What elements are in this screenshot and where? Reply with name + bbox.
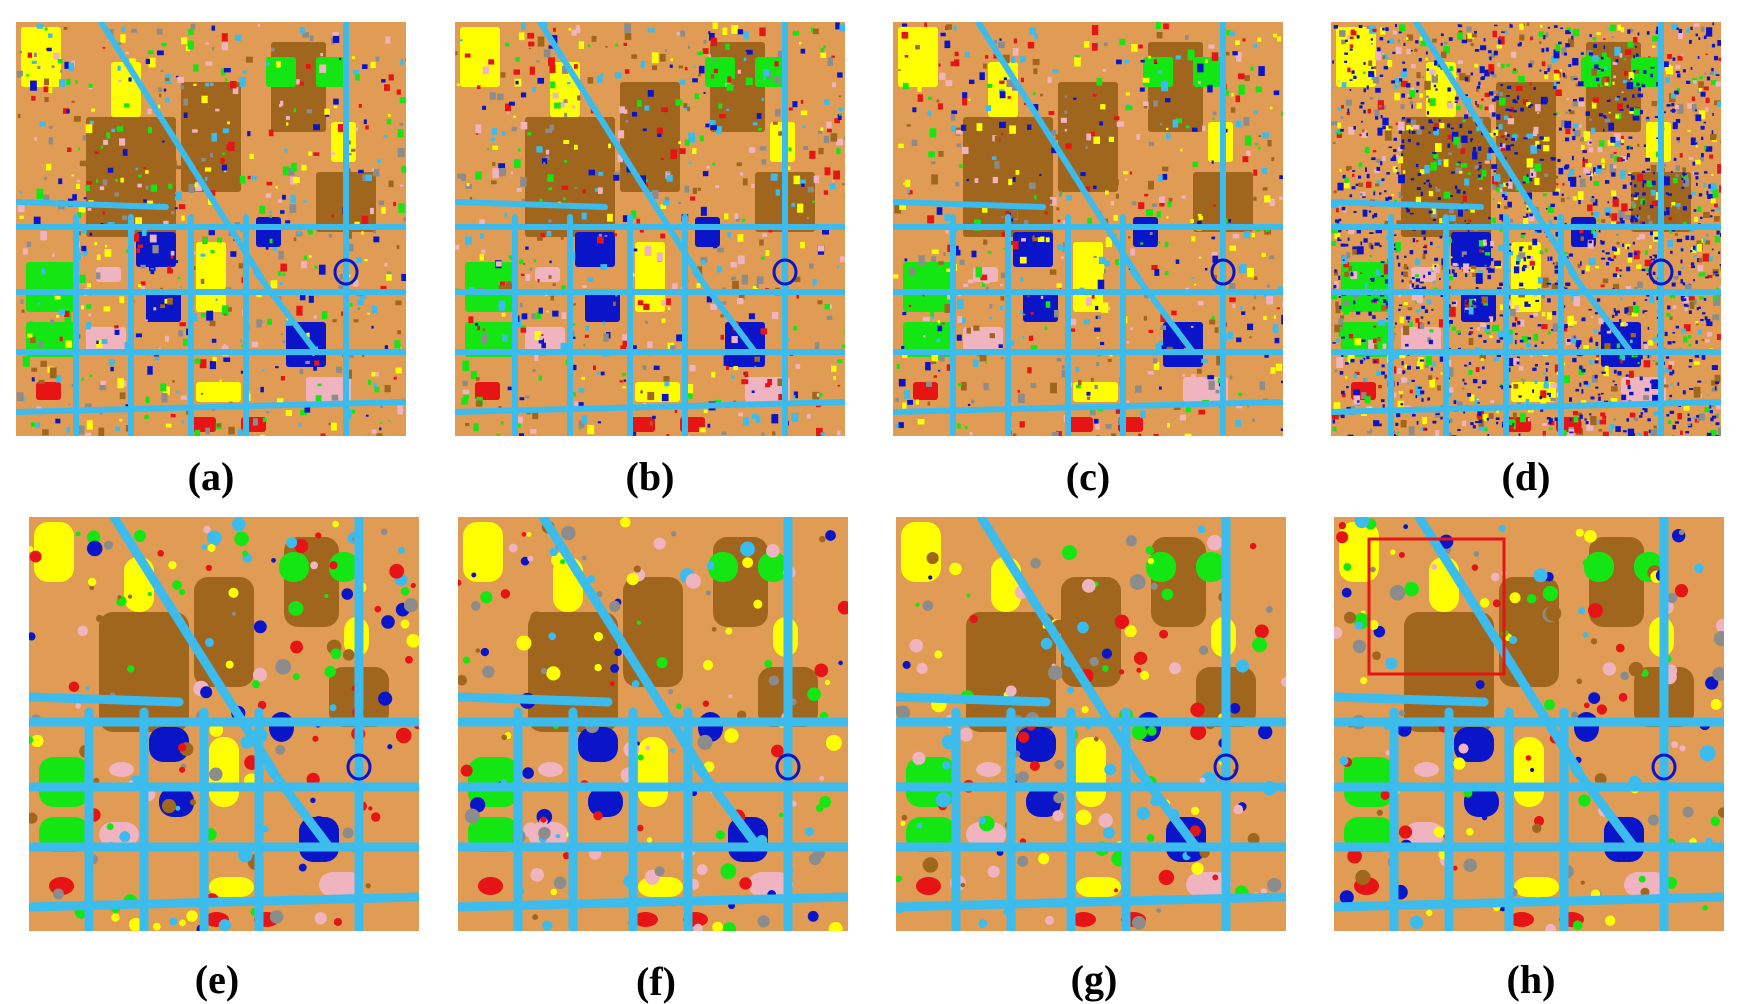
caption-a: (a) [111,455,311,499]
caption-h: (h) [1431,958,1631,1002]
caption-g: (g) [994,958,1194,1002]
caption-c: (c) [988,455,1188,499]
classification-map-h [1334,517,1724,931]
caption-e: (e) [117,958,317,1002]
caption-f: (f) [556,960,756,1004]
classification-map-g [896,517,1286,931]
classification-map-e [29,517,419,931]
classification-map-b [455,22,845,436]
classification-map-f [458,517,848,931]
caption-b: (b) [550,455,750,499]
classification-map-c [893,22,1283,436]
caption-d: (d) [1426,455,1626,499]
classification-map-a [16,22,406,436]
classification-map-d [1331,22,1721,436]
